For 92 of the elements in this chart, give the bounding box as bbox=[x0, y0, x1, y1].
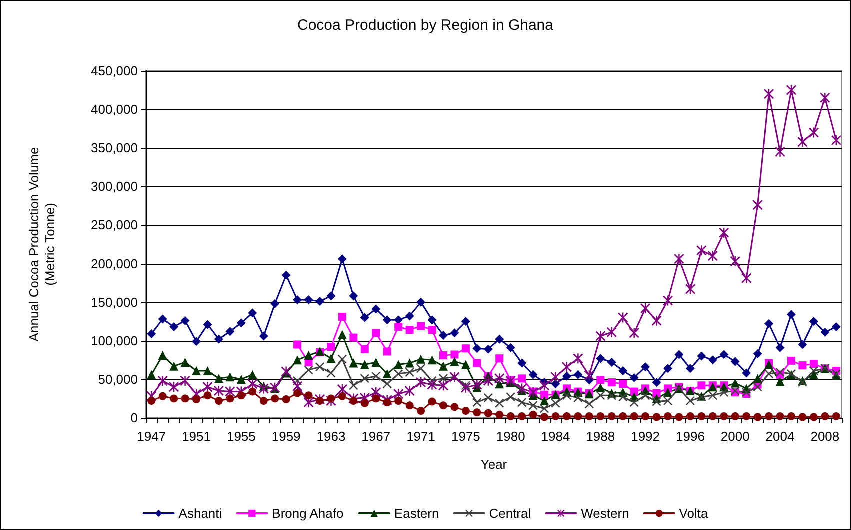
point bbox=[382, 380, 392, 389]
x-tick-label: 1963 bbox=[316, 429, 346, 444]
y-tick-label: 300,000 bbox=[91, 179, 138, 194]
point bbox=[630, 388, 638, 396]
point bbox=[394, 323, 403, 332]
point bbox=[608, 378, 616, 387]
chart-title: Cocoa Production by Region in Ghana bbox=[298, 17, 554, 34]
point bbox=[551, 398, 560, 408]
point bbox=[360, 345, 369, 354]
point bbox=[810, 360, 818, 368]
x-tick-label: 1967 bbox=[362, 429, 391, 444]
point bbox=[518, 374, 526, 383]
x-tick-label: 1992 bbox=[631, 429, 660, 444]
point bbox=[776, 368, 785, 378]
point bbox=[496, 354, 504, 363]
point bbox=[462, 344, 470, 353]
point bbox=[720, 388, 729, 398]
point bbox=[349, 381, 358, 390]
point bbox=[428, 326, 436, 334]
point bbox=[484, 393, 493, 402]
y-tick-label: 50,000 bbox=[98, 372, 138, 387]
y-tick-label: 400,000 bbox=[91, 102, 138, 118]
point bbox=[472, 398, 482, 408]
x-tick-label: 2000 bbox=[720, 429, 750, 444]
point bbox=[372, 329, 380, 338]
point bbox=[630, 398, 639, 408]
x-tick-label: 1996 bbox=[676, 429, 705, 444]
x-tick-label: 1951 bbox=[182, 429, 211, 444]
legend-label: Western bbox=[581, 506, 630, 521]
point bbox=[406, 326, 414, 334]
point bbox=[584, 400, 594, 409]
x-tick-label: 1947 bbox=[137, 429, 166, 444]
point bbox=[405, 368, 414, 378]
point bbox=[607, 391, 616, 400]
point bbox=[506, 392, 516, 402]
point bbox=[618, 392, 628, 402]
point bbox=[495, 398, 504, 408]
x-tick-label: 1955 bbox=[226, 429, 256, 444]
legend-label: Volta bbox=[679, 506, 709, 521]
x-tick-label: 1975 bbox=[451, 429, 480, 444]
legend-label: Central bbox=[489, 506, 532, 521]
point bbox=[798, 362, 807, 370]
point bbox=[473, 359, 482, 368]
x-axis-title: Year bbox=[480, 457, 508, 472]
y-tick-label: 200,000 bbox=[91, 256, 138, 272]
point bbox=[350, 334, 358, 342]
point bbox=[439, 352, 448, 360]
legend-label: Ashanti bbox=[178, 506, 222, 521]
point bbox=[338, 312, 346, 321]
x-tick-label: 1959 bbox=[272, 429, 301, 444]
point bbox=[787, 356, 796, 365]
point bbox=[753, 382, 762, 392]
point bbox=[316, 362, 324, 372]
point bbox=[372, 372, 381, 381]
point bbox=[574, 393, 583, 402]
x-tick-label: 1971 bbox=[406, 429, 436, 444]
x-tick-label: 1984 bbox=[541, 429, 570, 444]
point bbox=[596, 376, 605, 384]
x-tick-label: 2008 bbox=[810, 429, 840, 444]
point bbox=[417, 322, 426, 330]
y-tick-label: 450,000 bbox=[91, 64, 138, 78]
point bbox=[596, 391, 606, 400]
x-tick-label: 1980 bbox=[496, 429, 526, 444]
x-tick-label: 2004 bbox=[766, 429, 795, 444]
point bbox=[450, 350, 459, 359]
point bbox=[416, 364, 426, 374]
point bbox=[652, 389, 661, 398]
point bbox=[540, 404, 550, 414]
point bbox=[294, 340, 302, 349]
point bbox=[809, 366, 818, 376]
point bbox=[383, 348, 392, 356]
legend-label: Brong Ahafo bbox=[272, 506, 344, 521]
point bbox=[708, 391, 718, 400]
legend-label: Eastern bbox=[394, 506, 440, 521]
y-tick-label: 250,000 bbox=[91, 218, 138, 233]
point bbox=[698, 382, 706, 390]
point bbox=[394, 370, 404, 379]
point bbox=[327, 343, 336, 352]
point bbox=[518, 398, 527, 408]
point bbox=[540, 390, 549, 399]
point bbox=[338, 354, 347, 364]
y-tick-label: 350,000 bbox=[91, 140, 138, 156]
point bbox=[562, 391, 572, 400]
point bbox=[360, 374, 370, 384]
y-tick-label: 100,000 bbox=[91, 333, 138, 348]
x-tick-label: 1988 bbox=[586, 429, 616, 444]
y-tick-label: 150,000 bbox=[91, 294, 138, 310]
y-axis-title: Annual Cocoa Production Volume (Metric Tonne) bbox=[26, 147, 58, 342]
point bbox=[641, 391, 650, 400]
point bbox=[528, 401, 538, 410]
point bbox=[619, 380, 628, 388]
y-tick-label: 0 bbox=[130, 410, 138, 426]
